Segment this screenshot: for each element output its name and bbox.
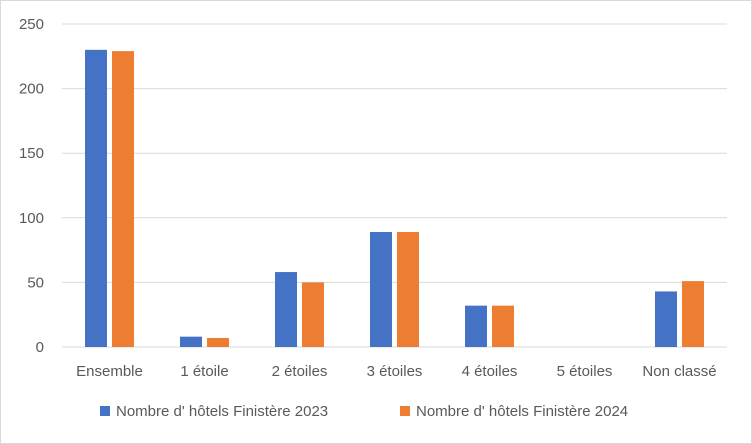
y-tick-label: 0 [36, 339, 44, 356]
bars [85, 49, 704, 348]
x-tick-label: Non classé [642, 363, 716, 380]
bar-2023 [370, 232, 392, 347]
y-tick-label: 50 [27, 274, 44, 291]
legend: Nombre d' hôtels Finistère 2023 Nombre d'… [100, 403, 628, 420]
bar-2024 [207, 337, 229, 347]
bar-2024 [112, 51, 134, 348]
bar-2024 [492, 305, 514, 347]
bar-2023 [655, 291, 677, 347]
bar-2023 [180, 336, 202, 347]
x-tick-label: 1 étoile [180, 363, 228, 380]
y-tick-label: 150 [19, 145, 44, 162]
bar-2024 [682, 281, 704, 347]
legend-label: Nombre d' hôtels Finistère 2024 [416, 403, 628, 420]
y-tick-label: 100 [19, 210, 44, 227]
x-axis-tick-labels: Ensemble 1 étoile 2 étoiles 3 étoiles 4 étoi… [76, 363, 716, 380]
x-tick-label: 5 étoiles [557, 363, 613, 380]
bar-2023 [85, 49, 107, 348]
x-tick-label: 2 étoiles [272, 363, 328, 380]
y-axis-tick-labels: 0 50 100 150 200 250 [19, 16, 44, 356]
y-tick-label: 200 [19, 81, 44, 98]
legend-swatch [100, 406, 110, 416]
legend-swatch [400, 406, 410, 416]
bar-2024 [397, 232, 419, 347]
legend-label: Nombre d' hôtels Finistère 2023 [116, 403, 328, 420]
y-tick-label: 250 [19, 16, 44, 33]
x-tick-label: 4 étoiles [462, 363, 518, 380]
gridlines [62, 23, 727, 348]
bar-2023 [465, 305, 487, 347]
x-tick-label: 3 étoiles [367, 363, 423, 380]
bar-2024 [302, 282, 324, 347]
bar-2023 [275, 272, 297, 347]
x-tick-label: Ensemble [76, 363, 143, 380]
